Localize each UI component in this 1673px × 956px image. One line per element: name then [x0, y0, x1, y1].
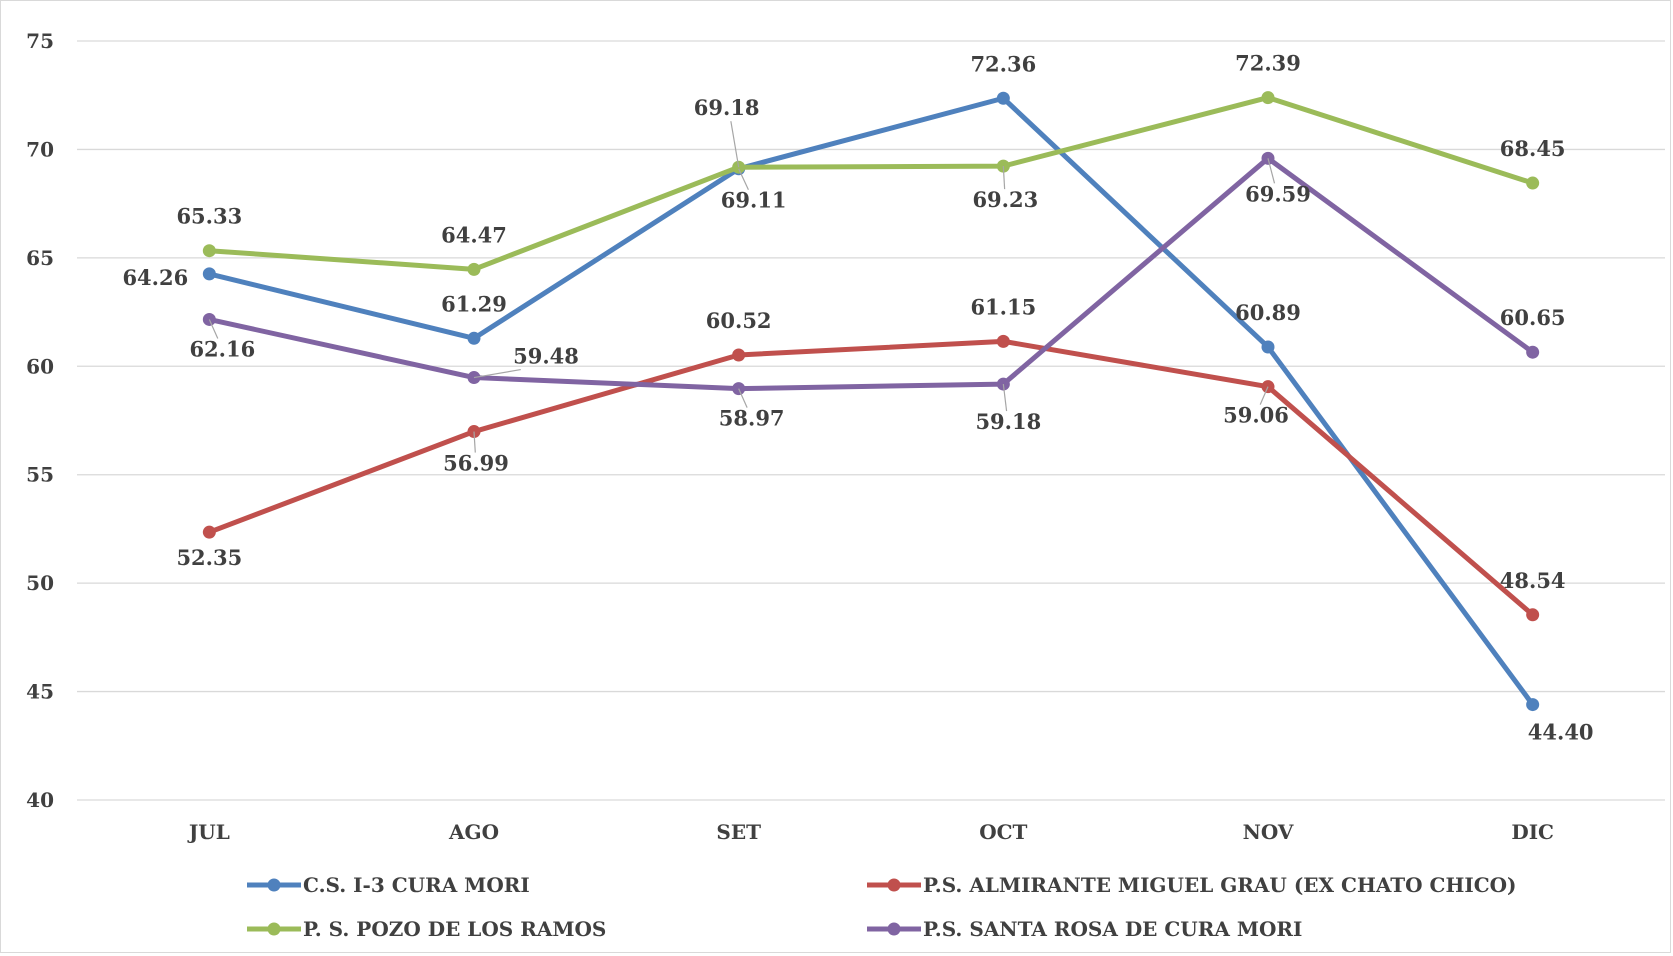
data-point	[202, 244, 216, 258]
data-point	[202, 525, 216, 539]
data-label: 68.45	[1500, 136, 1566, 161]
data-label: 72.39	[1235, 51, 1301, 76]
series-line	[208, 155, 1535, 392]
data-label: 64.26	[122, 265, 188, 290]
data-point	[1526, 176, 1540, 190]
y-axis-ticks: 40 45 50 55 60 65 70 75	[26, 29, 54, 812]
label-leader-line	[208, 319, 219, 339]
series-line	[208, 338, 1535, 617]
data-label: 65.33	[176, 204, 242, 229]
legend-swatch-marker	[267, 922, 281, 936]
label-leader-line	[730, 121, 740, 168]
data-label: 64.47	[441, 222, 507, 247]
label-leader-line	[1002, 166, 1006, 190]
data-label: 62.16	[189, 336, 255, 361]
data-point	[1261, 91, 1275, 105]
data-label: 72.36	[970, 51, 1036, 76]
series-layer	[202, 91, 1540, 712]
legend-item: P.S. SANTA ROSA DE CURA MORI	[867, 917, 1302, 941]
x-tick-label: DIC	[1511, 820, 1554, 844]
legend-label: P.S. ALMIRANTE MIGUEL GRAU (EX CHATO CHI…	[923, 873, 1517, 897]
legend: C.S. I-3 CURA MORI P.S. ALMIRANTE MIGUEL …	[247, 873, 1517, 941]
y-tick-label: 60	[26, 354, 54, 378]
data-labels: 64.26 61.29 69.11 72.36 60.89 44.40 52.35 56.99…	[122, 51, 1593, 745]
label-leader-line	[1259, 386, 1269, 405]
x-tick-label: AGO	[448, 820, 499, 844]
x-tick-label: NOV	[1243, 820, 1294, 844]
legend-item: C.S. I-3 CURA MORI	[247, 873, 530, 897]
y-tick-label: 45	[26, 680, 54, 704]
data-label: 69.11	[721, 188, 787, 213]
data-label: 69.23	[972, 187, 1038, 212]
data-label: 69.59	[1245, 181, 1311, 206]
data-point	[1526, 345, 1540, 359]
legend-label: P. S. POZO DE LOS RAMOS	[303, 917, 606, 941]
data-point	[467, 331, 481, 345]
data-label: 61.29	[441, 291, 507, 316]
label-leader-line	[738, 388, 748, 408]
y-tick-label: 65	[26, 246, 54, 270]
legend-swatch-marker	[887, 922, 901, 936]
data-label: 61.15	[970, 294, 1036, 319]
x-axis-ticks: JUL AGO SET OCT NOV DIC	[187, 820, 1554, 844]
data-label: 60.65	[1500, 305, 1566, 330]
x-tick-label: SET	[716, 820, 761, 844]
legend-item: P.S. ALMIRANTE MIGUEL GRAU (EX CHATO CHI…	[867, 873, 1517, 897]
label-leader-line	[473, 368, 521, 379]
x-tick-label: JUL	[187, 820, 230, 844]
data-point	[996, 91, 1010, 105]
legend-label: P.S. SANTA ROSA DE CURA MORI	[923, 917, 1302, 941]
label-leader-line	[738, 168, 749, 190]
data-label: 69.18	[694, 95, 760, 120]
label-leader-line	[473, 431, 476, 453]
data-label: 60.89	[1235, 300, 1301, 325]
data-point	[732, 348, 746, 362]
data-label: 48.54	[1500, 568, 1566, 593]
data-label: 44.40	[1528, 720, 1594, 745]
data-label: 52.35	[176, 545, 242, 570]
data-label: 59.18	[975, 409, 1041, 434]
y-tick-label: 70	[26, 137, 54, 161]
legend-item: P. S. POZO DE LOS RAMOS	[247, 917, 606, 941]
data-label: 60.52	[706, 308, 772, 333]
data-point	[202, 267, 216, 281]
data-point	[1526, 698, 1540, 712]
data-label: 56.99	[443, 451, 509, 476]
data-point	[996, 334, 1010, 348]
label-leader-line	[1002, 383, 1008, 412]
y-tick-label: 40	[26, 788, 54, 812]
legend-label: C.S. I-3 CURA MORI	[303, 873, 530, 897]
data-label: 59.48	[513, 344, 579, 369]
legend-swatch-marker	[887, 878, 901, 892]
data-point	[467, 262, 481, 276]
y-tick-label: 50	[26, 571, 54, 595]
data-label: 59.06	[1223, 403, 1289, 428]
data-point	[1261, 340, 1275, 354]
y-tick-label: 75	[26, 29, 54, 53]
x-tick-label: OCT	[979, 820, 1027, 844]
legend-swatch-marker	[267, 878, 281, 892]
y-tick-label: 55	[26, 463, 54, 487]
label-leader-line	[1267, 158, 1276, 184]
series-line	[208, 95, 1535, 707]
series-line	[209, 95, 1534, 272]
data-label: 58.97	[719, 406, 785, 431]
gridlines	[77, 40, 1665, 801]
data-point	[1526, 608, 1540, 622]
